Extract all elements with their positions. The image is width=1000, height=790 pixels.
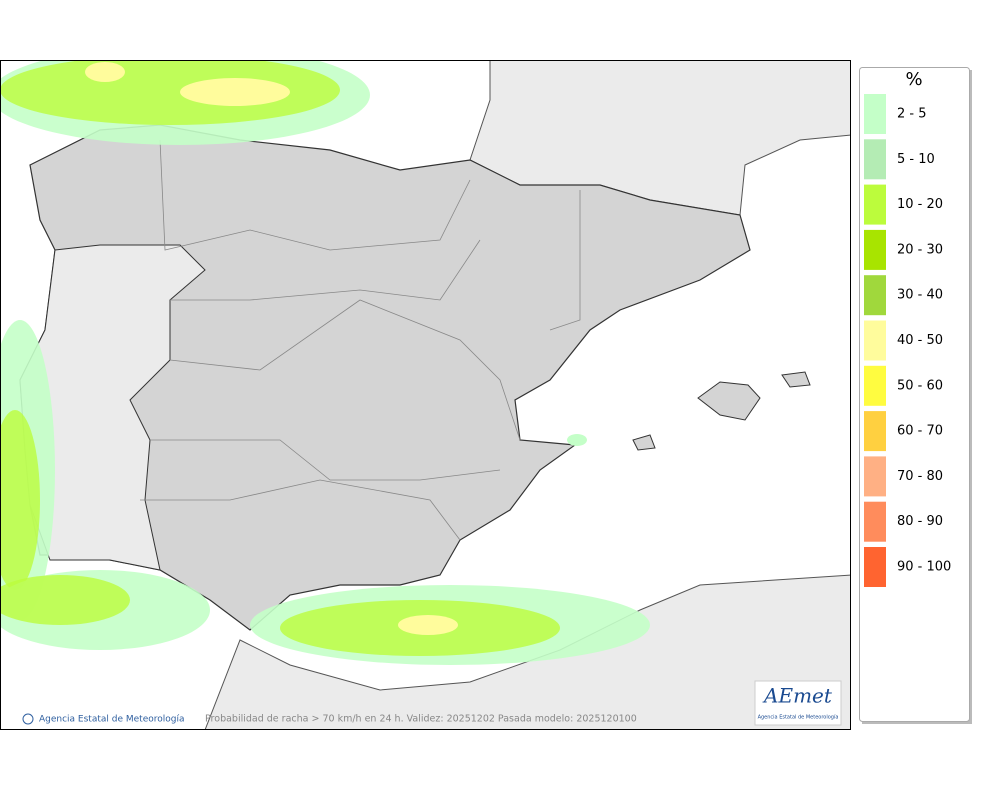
map-frame <box>0 60 851 730</box>
legend-swatch <box>864 229 886 270</box>
legend-swatch <box>864 365 886 406</box>
legend-swatch <box>864 547 886 587</box>
legend-swatch <box>864 320 886 361</box>
menorca <box>781 371 811 388</box>
legend-label: 60 - 70 <box>897 424 943 439</box>
legend: % 2 - 5 5 - 10 10 - 20 20 - 30 30 - 40 40 - 5… <box>859 67 972 724</box>
legend-swatch <box>864 275 886 316</box>
ibiza <box>632 434 656 451</box>
legend-label: 90 - 100 <box>897 560 951 575</box>
logo-text: AEmet <box>762 684 833 708</box>
legend-label: 30 - 40 <box>897 288 943 303</box>
legend-label: 70 - 80 <box>897 469 943 484</box>
legend-label: 5 - 10 <box>897 152 935 167</box>
legend-swatch <box>864 184 886 225</box>
map: Agencia Estatal de Meteorología Probabil… <box>1 61 850 729</box>
credit: Agencia Estatal de Meteorología <box>22 713 185 725</box>
legend-title: % <box>905 69 922 90</box>
legend-label: 40 - 50 <box>897 333 943 348</box>
probability-areas <box>1 61 650 665</box>
logo-subtitle: Agencia Estatal de Meteorología <box>758 714 839 721</box>
legend-label: 2 - 5 <box>897 107 927 122</box>
legend-swatch <box>864 139 886 180</box>
legend-label: 10 - 20 <box>897 197 943 212</box>
legend-swatch <box>864 501 886 542</box>
legend-label: 80 - 90 <box>897 514 943 529</box>
regions <box>140 139 581 541</box>
logo: AEmet Agencia Estatal de Meteorología <box>754 680 842 726</box>
credit-text: Agencia Estatal de Meteorología <box>39 715 185 725</box>
legend-label: 50 - 60 <box>897 378 943 393</box>
legend-label: 20 - 30 <box>897 242 943 257</box>
legend-swatch <box>864 456 886 497</box>
legend-swatch <box>864 411 886 452</box>
legend-swatch <box>864 94 886 134</box>
caption: Probabilidad de racha > 70 km/h en 24 h.… <box>205 714 637 725</box>
mallorca <box>697 381 761 421</box>
